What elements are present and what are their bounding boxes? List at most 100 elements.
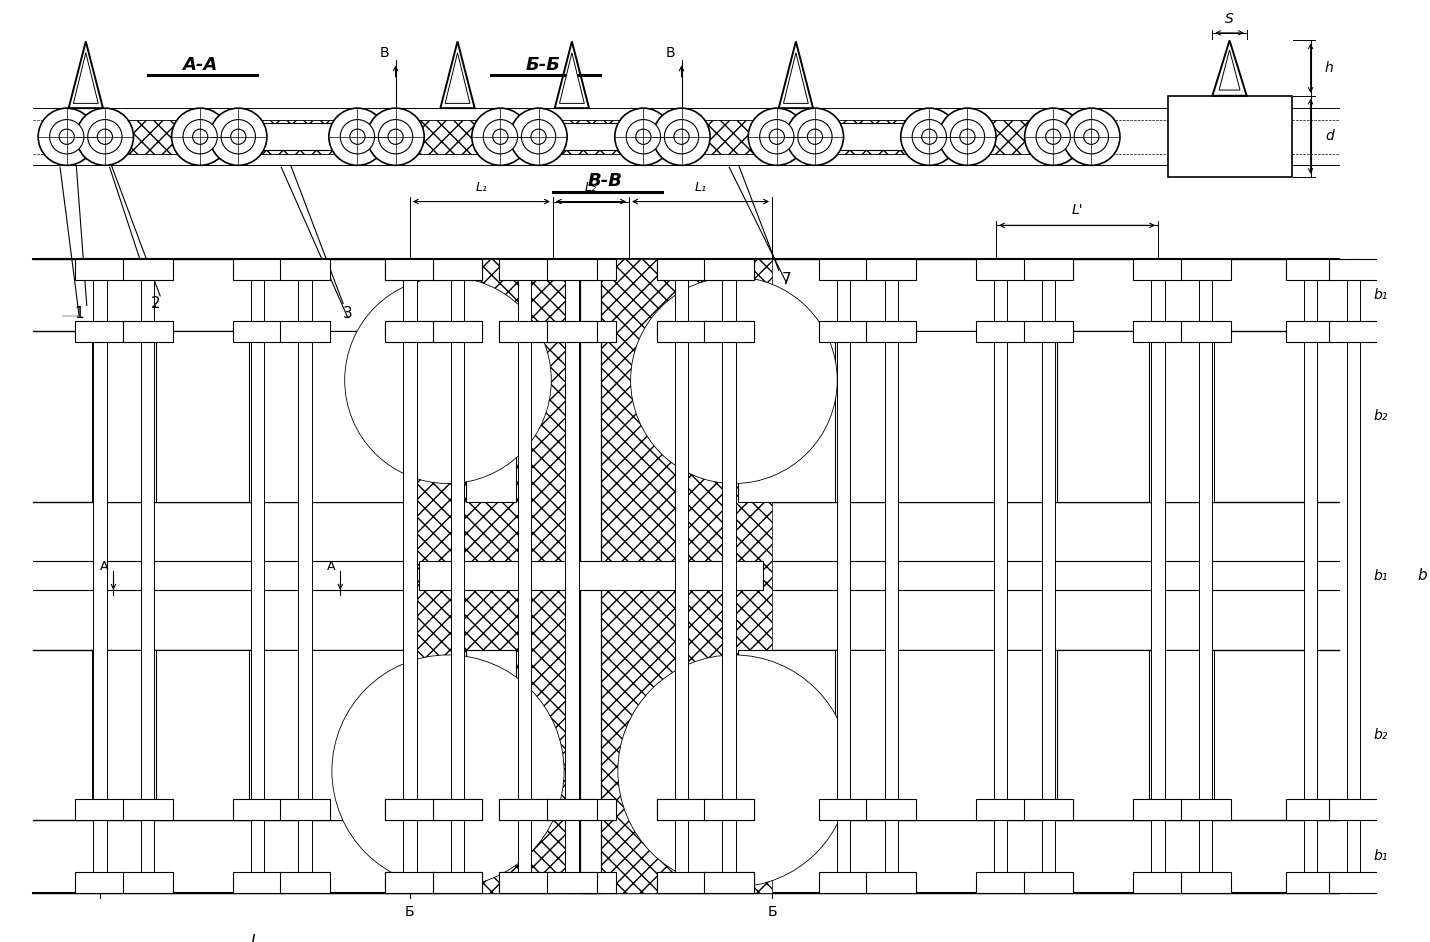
Polygon shape: [445, 53, 470, 104]
Circle shape: [483, 120, 518, 154]
Bar: [977, 120, 1040, 154]
Text: А: А: [100, 560, 109, 573]
Bar: [977, 799, 1025, 820]
Bar: [738, 332, 835, 502]
Bar: [433, 799, 482, 820]
Circle shape: [332, 655, 563, 887]
Bar: [1181, 320, 1230, 342]
Circle shape: [960, 129, 975, 144]
Bar: [1134, 320, 1183, 342]
Bar: [828, 123, 918, 150]
Circle shape: [388, 129, 403, 144]
Bar: [1286, 259, 1336, 280]
Circle shape: [618, 655, 849, 887]
Bar: [656, 871, 706, 893]
Bar: [819, 871, 868, 893]
Text: b₂: b₂: [1373, 410, 1389, 424]
Bar: [499, 871, 549, 893]
Bar: [656, 320, 706, 342]
Bar: [705, 871, 754, 893]
Text: b₁: b₁: [1373, 850, 1389, 863]
Bar: [433, 259, 482, 280]
Bar: [233, 259, 282, 280]
Bar: [548, 259, 596, 280]
Circle shape: [1037, 120, 1071, 154]
Bar: [656, 799, 706, 820]
Circle shape: [193, 129, 207, 144]
Bar: [867, 799, 917, 820]
Circle shape: [493, 129, 508, 144]
Bar: [705, 320, 754, 342]
Bar: [566, 259, 616, 280]
Bar: [419, 561, 762, 590]
Polygon shape: [1213, 41, 1247, 96]
Circle shape: [769, 129, 785, 144]
Circle shape: [39, 108, 96, 166]
Bar: [76, 799, 124, 820]
Circle shape: [59, 129, 74, 144]
Circle shape: [472, 108, 529, 166]
Bar: [705, 799, 754, 820]
Text: А-А: А-А: [183, 57, 217, 74]
Bar: [499, 320, 549, 342]
Bar: [696, 120, 762, 154]
Circle shape: [901, 108, 958, 166]
Bar: [92, 650, 466, 820]
Bar: [1328, 259, 1379, 280]
Text: L₁: L₁: [475, 181, 488, 194]
Bar: [565, 259, 579, 893]
Bar: [433, 320, 482, 342]
Bar: [1181, 799, 1230, 820]
Bar: [233, 320, 282, 342]
Bar: [829, 120, 915, 154]
Bar: [656, 799, 706, 820]
Bar: [233, 871, 282, 893]
Bar: [722, 259, 736, 893]
Bar: [674, 650, 1057, 820]
Bar: [548, 120, 625, 154]
Text: 3: 3: [343, 305, 353, 320]
Bar: [1286, 320, 1336, 342]
Bar: [400, 120, 482, 154]
Bar: [280, 320, 330, 342]
Bar: [76, 871, 124, 893]
Bar: [518, 259, 531, 893]
Text: b: b: [1417, 568, 1427, 583]
Polygon shape: [440, 41, 475, 108]
Bar: [156, 332, 249, 502]
Circle shape: [511, 108, 568, 166]
Bar: [123, 799, 173, 820]
Circle shape: [636, 129, 651, 144]
Circle shape: [522, 120, 556, 154]
Bar: [977, 871, 1025, 893]
Text: А: А: [326, 560, 335, 573]
Bar: [546, 123, 626, 150]
Bar: [76, 320, 124, 342]
Text: В: В: [665, 46, 675, 60]
Bar: [280, 259, 330, 280]
Bar: [385, 799, 435, 820]
Bar: [433, 259, 482, 280]
Bar: [1198, 259, 1213, 893]
Circle shape: [748, 108, 805, 166]
Bar: [76, 259, 124, 280]
Bar: [705, 320, 754, 342]
Bar: [1328, 799, 1379, 820]
Bar: [548, 320, 596, 342]
Bar: [548, 320, 596, 342]
Circle shape: [368, 108, 425, 166]
Bar: [675, 259, 688, 893]
Polygon shape: [779, 41, 814, 108]
Bar: [156, 650, 249, 820]
Bar: [433, 320, 482, 342]
Circle shape: [87, 120, 122, 154]
Bar: [548, 799, 596, 820]
Bar: [885, 259, 898, 893]
Circle shape: [230, 129, 246, 144]
Polygon shape: [784, 53, 808, 104]
Bar: [566, 320, 616, 342]
Circle shape: [654, 108, 711, 166]
Bar: [548, 799, 596, 820]
Circle shape: [350, 129, 365, 144]
Bar: [1057, 332, 1150, 502]
